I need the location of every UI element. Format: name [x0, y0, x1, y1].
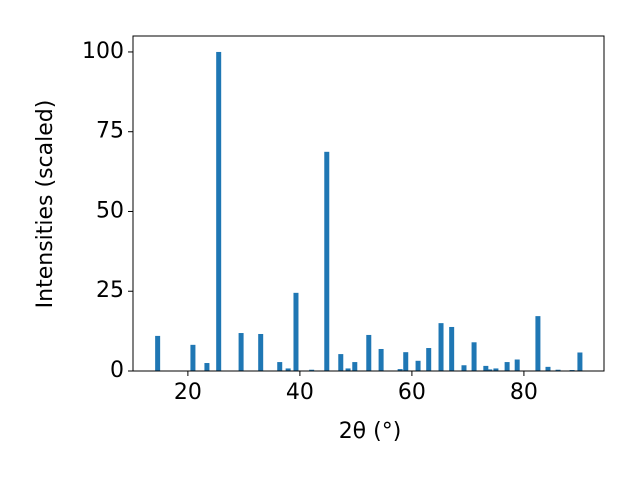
bar — [366, 334, 372, 371]
bar — [309, 369, 315, 371]
x-tick-label: 20 — [174, 380, 202, 405]
bar — [378, 348, 384, 371]
bar — [277, 362, 283, 371]
y-tick-label: 25 — [96, 278, 124, 303]
bar — [338, 354, 344, 371]
y-axis-label: Intensities (scaled) — [33, 100, 58, 309]
y-tick-label: 100 — [82, 39, 124, 64]
bar — [155, 335, 161, 371]
y-tick-label: 0 — [110, 358, 124, 383]
bar — [461, 365, 467, 371]
bar — [345, 368, 351, 371]
bar — [438, 323, 444, 371]
bar — [258, 333, 264, 371]
bar — [577, 352, 583, 371]
bar — [352, 362, 358, 371]
bar — [403, 352, 409, 371]
bar — [483, 365, 489, 371]
bar — [426, 348, 432, 371]
bar — [449, 326, 455, 371]
bar — [293, 292, 299, 371]
bar — [216, 51, 222, 371]
x-tick-label: 60 — [398, 380, 426, 405]
plot-frame — [132, 35, 605, 372]
bar — [545, 366, 551, 371]
bar — [555, 369, 561, 371]
bar — [238, 333, 244, 371]
bar — [204, 363, 210, 371]
bar — [415, 360, 421, 371]
bar — [504, 362, 510, 371]
bar — [493, 368, 499, 371]
y-tick-label: 50 — [96, 198, 124, 223]
bar — [324, 151, 330, 371]
bar — [514, 359, 520, 371]
x-tick-label: 80 — [510, 380, 538, 405]
bar — [487, 369, 493, 371]
bar — [397, 369, 403, 371]
x-tick-label: 40 — [286, 380, 314, 405]
bar — [285, 368, 291, 371]
bar — [471, 342, 477, 371]
x-axis-label: 2θ (°) — [339, 419, 402, 444]
bar — [535, 316, 541, 371]
bar — [190, 344, 196, 371]
y-tick-label: 75 — [96, 119, 124, 144]
